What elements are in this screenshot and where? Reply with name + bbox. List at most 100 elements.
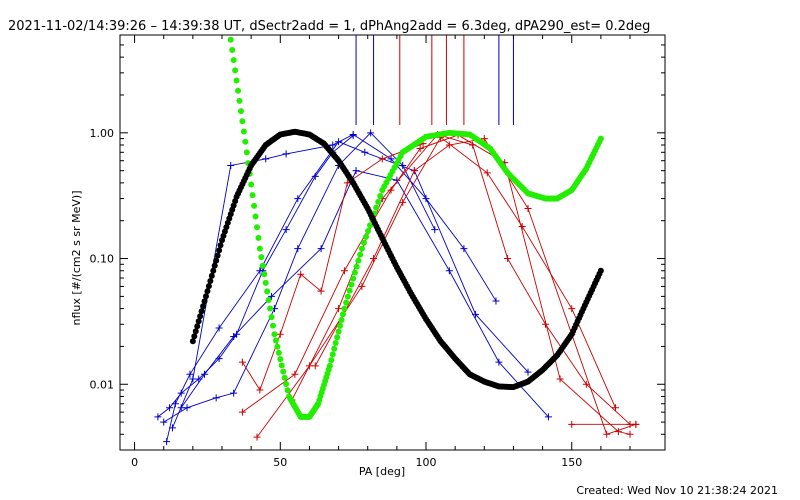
blue-data-point: [335, 138, 343, 146]
green-fit-point: [249, 192, 256, 199]
red-data-point: [603, 430, 611, 438]
blue-data-point: [349, 130, 357, 138]
black-fit-point: [198, 308, 205, 315]
created-timestamp: Created: Wed Nov 10 21:38:24 2021: [576, 484, 778, 497]
blue-data-point: [544, 413, 552, 421]
green-fit-point: [251, 202, 258, 209]
black-fit-point: [201, 298, 208, 305]
blue-data-point: [294, 245, 302, 253]
blue-data-point: [262, 155, 270, 163]
blue-data-point: [189, 375, 197, 383]
green-fit-point: [597, 135, 604, 142]
black-fit-point: [207, 277, 214, 284]
blue-data-point: [445, 267, 453, 275]
green-fit-curve: [227, 36, 604, 420]
blue-data-point: [160, 418, 168, 426]
red-data-point: [524, 205, 532, 213]
x-tick-label: 50: [273, 456, 287, 469]
red-data-point: [317, 287, 325, 295]
green-fit-point: [283, 381, 290, 388]
green-fit-point: [335, 328, 342, 335]
black-fit-point: [204, 288, 211, 295]
green-fit-point: [230, 57, 237, 64]
green-fit-point: [362, 233, 369, 240]
green-fit-point: [227, 36, 234, 43]
red-data-point: [611, 404, 619, 412]
blue-data-point: [282, 150, 290, 158]
blue-data-point: [282, 226, 290, 234]
blue-data-point: [227, 161, 235, 169]
black-fit-point: [191, 333, 198, 340]
red-data-point: [399, 198, 407, 206]
blue-data-point: [177, 389, 185, 397]
blue-data-point: [294, 195, 302, 203]
green-fit-point: [256, 245, 263, 252]
y-tick-label: 1.00: [90, 127, 115, 140]
x-tick-label: 0: [131, 456, 138, 469]
green-fit-point: [338, 317, 345, 324]
green-fit-point: [355, 257, 362, 264]
blue-data-point: [230, 332, 238, 340]
green-fit-point: [252, 213, 259, 220]
green-fit-point: [264, 288, 271, 295]
blue-data-point: [230, 389, 238, 397]
green-fit-point: [265, 296, 272, 303]
red-data-point: [340, 267, 348, 275]
green-fit-point: [284, 387, 291, 394]
red-data-point: [556, 375, 564, 383]
blue-data-point: [154, 413, 162, 421]
black-fit-point: [597, 267, 604, 274]
green-fit-point: [375, 198, 382, 205]
red-data-point: [311, 362, 319, 370]
green-fit-point: [343, 299, 350, 306]
green-fit-point: [232, 67, 239, 74]
green-fit-point: [373, 204, 380, 211]
green-fit-point: [248, 181, 255, 188]
blue-data-point: [166, 404, 174, 412]
x-axis: 0 50 100 150: [131, 35, 631, 469]
red-data-point: [445, 141, 453, 149]
green-fit-point: [280, 368, 287, 375]
red-data-point: [568, 305, 576, 313]
blue-data-point: [367, 129, 375, 137]
green-fit-point: [334, 334, 341, 341]
x-tick-label: 100: [416, 456, 437, 469]
green-fit-point: [358, 245, 365, 252]
red-data-point: [626, 430, 634, 438]
blue-series-line-1: [163, 132, 436, 423]
green-fit-point: [339, 311, 346, 318]
black-fit-curve: [189, 128, 604, 391]
red-data-point: [276, 330, 284, 338]
green-fit-point: [326, 362, 333, 369]
black-fit-point: [200, 303, 207, 310]
green-fit-point: [270, 322, 277, 329]
red-data-point: [256, 386, 264, 394]
x-axis-label: PA [deg]: [359, 465, 405, 478]
red-data-point: [238, 408, 246, 416]
green-fit-point: [261, 271, 268, 278]
green-fit-point: [253, 224, 260, 231]
red-series-line-4: [242, 134, 631, 435]
green-fit-point: [272, 337, 279, 344]
plot-content: [154, 35, 640, 446]
green-fit-point: [237, 108, 244, 115]
green-fit-point: [233, 77, 240, 84]
green-fit-point: [255, 234, 262, 241]
black-fit-point: [192, 328, 199, 335]
green-fit-point: [344, 293, 351, 300]
green-fit-point: [328, 357, 335, 364]
red-series-line-0: [242, 143, 424, 392]
blue-data-point: [524, 368, 532, 376]
blue-data-point: [329, 141, 337, 149]
red-data-point: [614, 428, 622, 436]
red-data-point: [518, 222, 526, 230]
black-fit-point: [216, 247, 223, 254]
blue-data-point: [492, 297, 500, 305]
red-data-point: [297, 270, 305, 278]
red-data-point: [582, 380, 590, 388]
black-fit-point: [211, 262, 218, 269]
blue-data-point: [495, 358, 503, 366]
green-fit-point: [360, 239, 367, 246]
black-fit-point: [213, 257, 220, 264]
